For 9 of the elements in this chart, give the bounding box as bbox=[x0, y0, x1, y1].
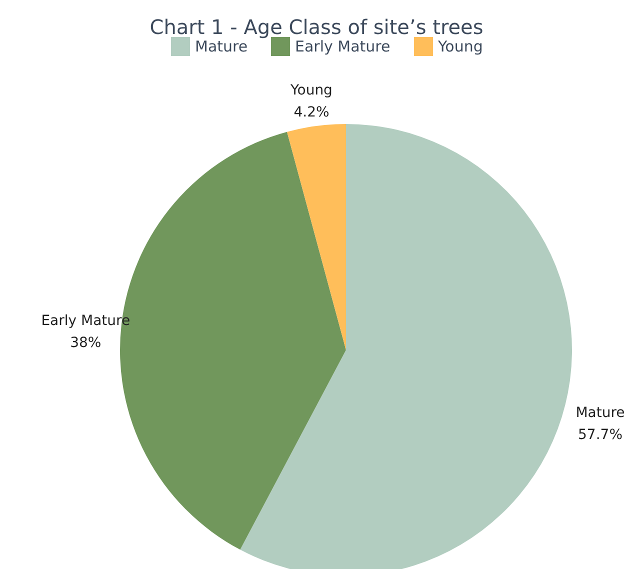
legend-label: Early Mature bbox=[295, 38, 390, 56]
legend-label: Mature bbox=[195, 38, 248, 56]
chart-title: Chart 1 - Age Class of site’s trees bbox=[150, 15, 484, 39]
data-label: 38% bbox=[70, 334, 102, 351]
data-label: 4.2% bbox=[294, 104, 330, 120]
legend-label: Young bbox=[437, 38, 483, 56]
slice-label: Mature bbox=[576, 405, 625, 422]
data-label: 57.7% bbox=[578, 427, 622, 444]
slice-label: Young bbox=[290, 82, 332, 98]
